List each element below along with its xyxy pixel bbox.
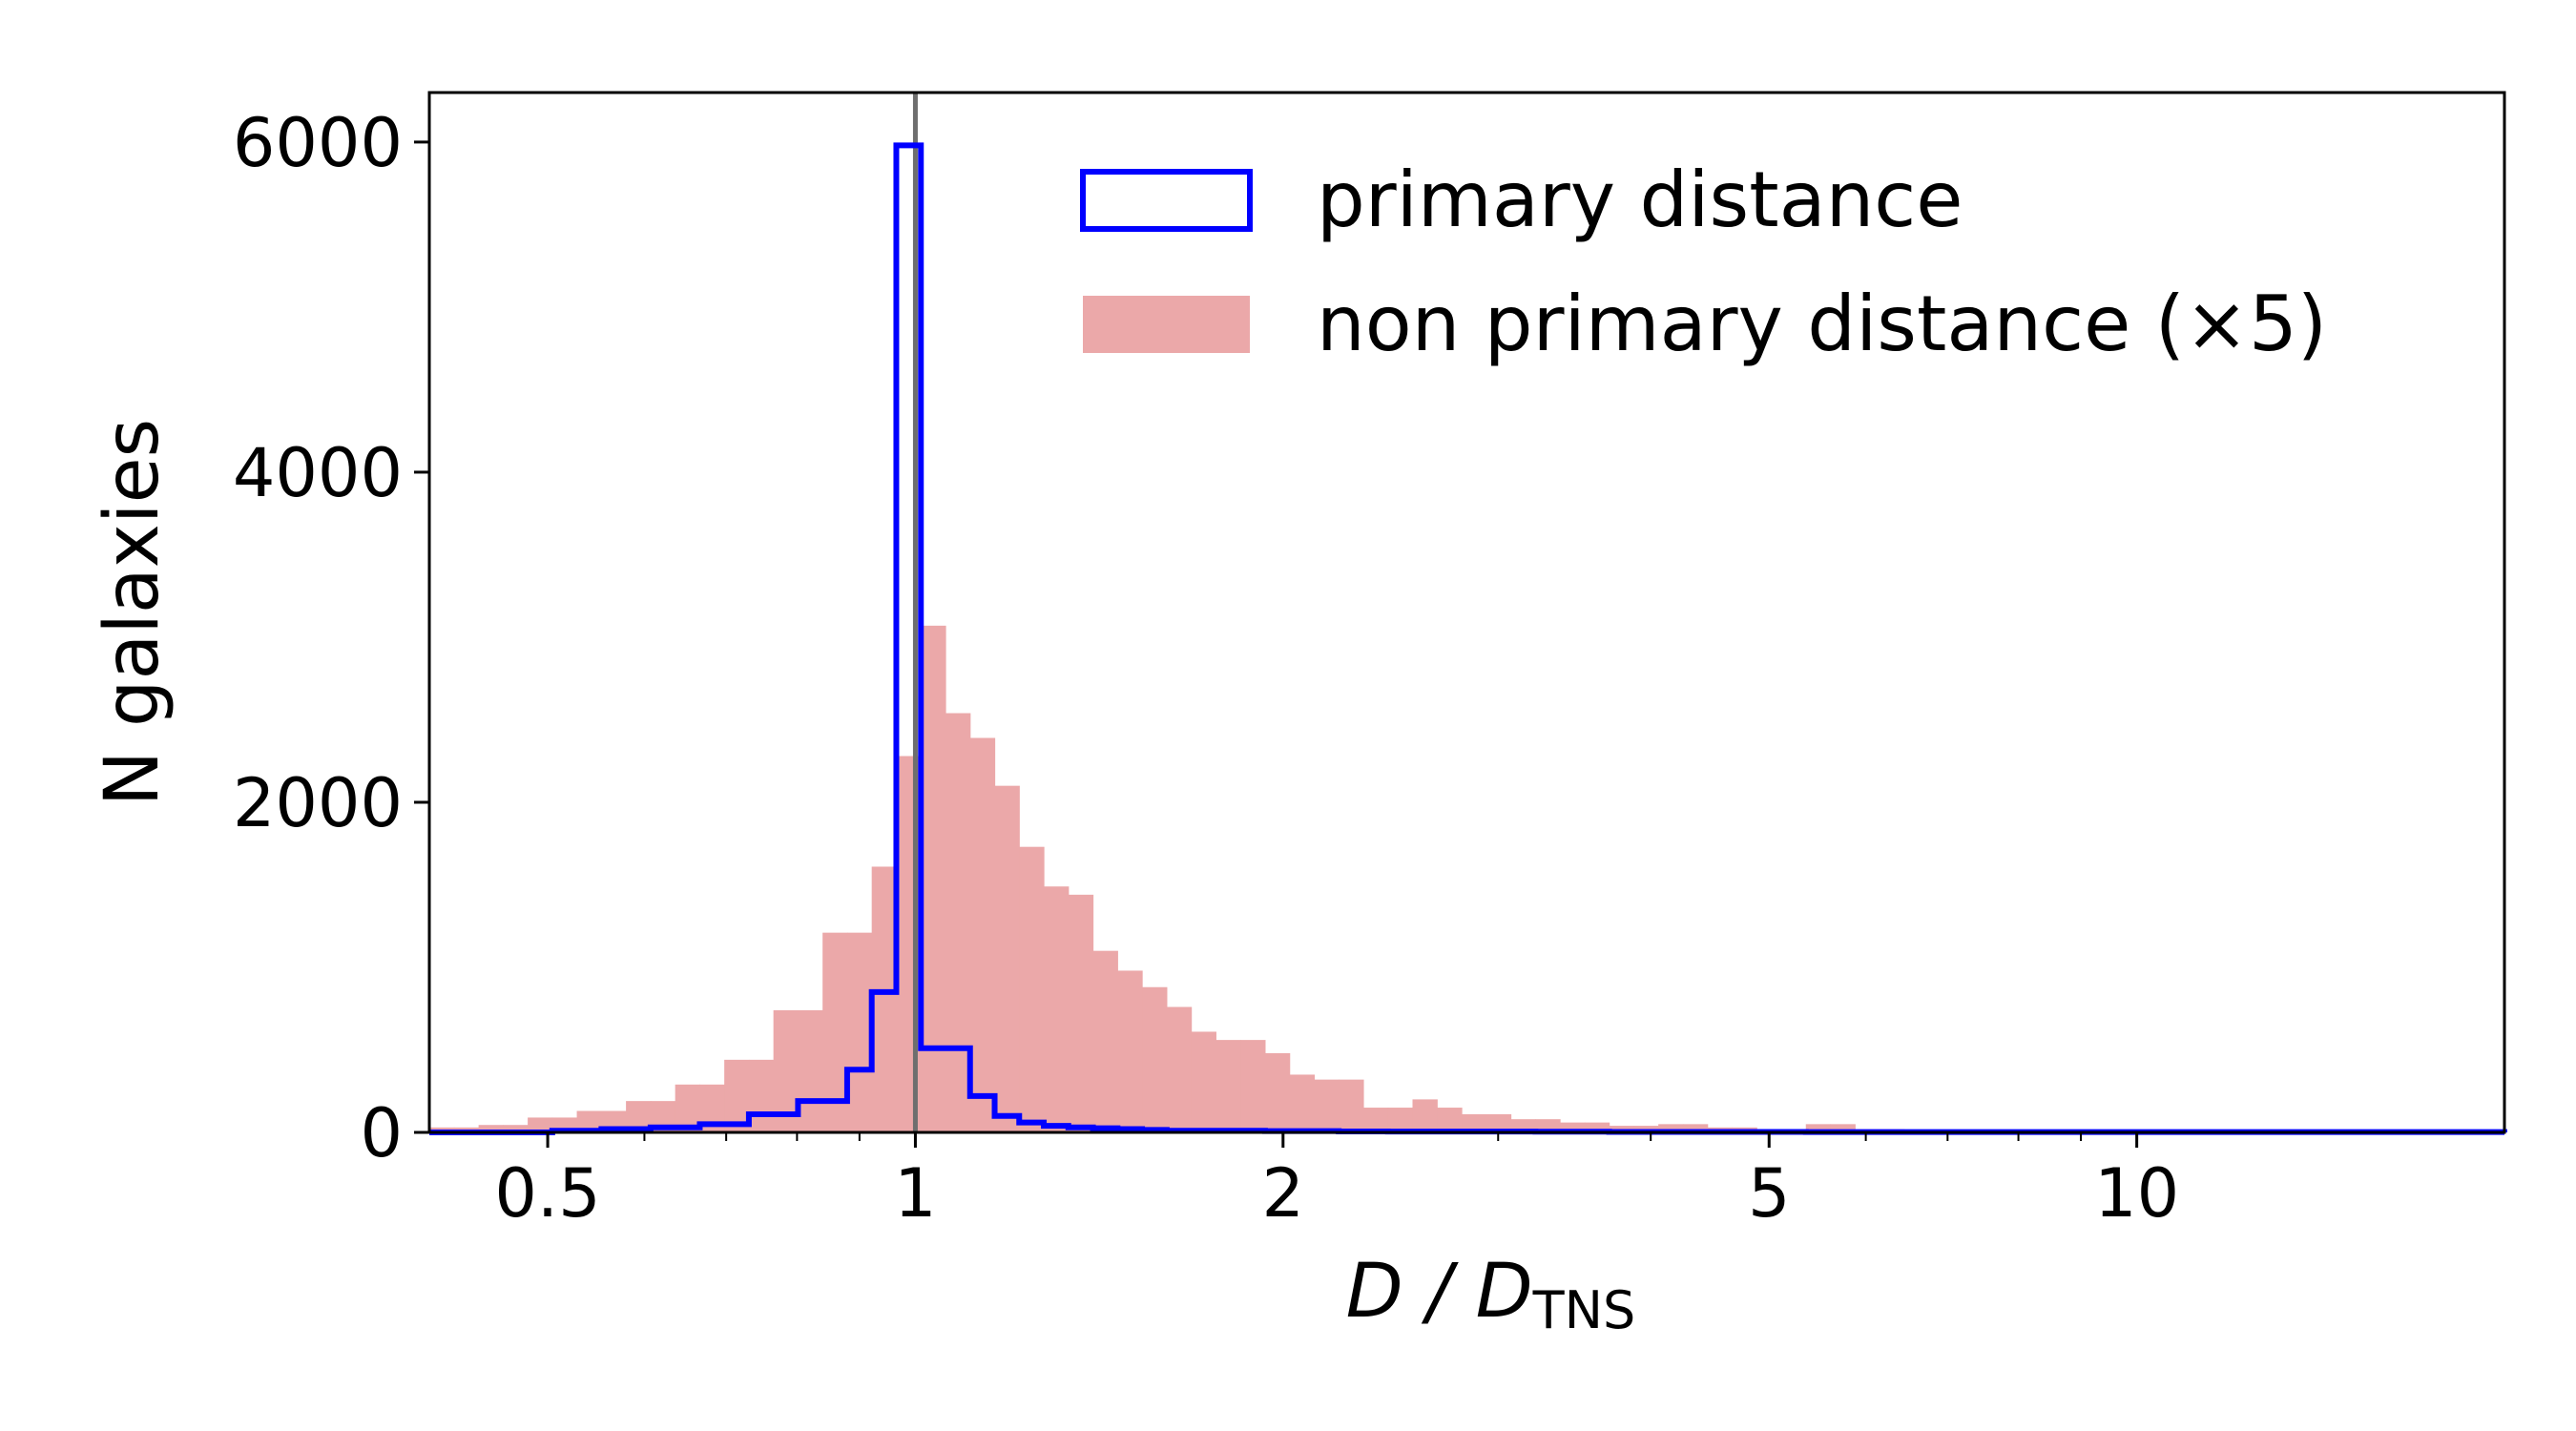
bar [576,1110,602,1132]
bar [1339,1079,1364,1132]
legend: primary distance non primary distance (×… [1080,156,2327,368]
bar [1117,970,1143,1132]
y-tick-label: 4000 [233,434,403,512]
bar [1462,1113,1487,1132]
bar [1805,1124,1832,1132]
bar [1437,1108,1463,1132]
bar [675,1084,701,1132]
non-primary-bars [429,625,2505,1132]
bar [1387,1108,1414,1132]
bar [1068,894,1094,1132]
x-axis-label-main: D / D [1346,1249,1533,1335]
y-axis-label: N galaxies [90,419,176,806]
bar [1362,1108,1389,1132]
bar [1314,1079,1340,1132]
bar [1215,1040,1241,1132]
y-tick-label: 0 [360,1094,403,1172]
bar [1044,886,1070,1132]
bar [1240,1040,1266,1132]
bar [969,737,996,1132]
bar [724,1059,750,1132]
bar [1092,950,1118,1132]
bar [846,932,873,1132]
bar [503,1125,529,1132]
bar [1166,1006,1193,1132]
legend-swatch-non-primary [1083,296,1250,353]
bar [1142,986,1168,1132]
y-tick-label: 6000 [233,104,403,182]
bar [748,1059,775,1132]
x-tick-label: 2 [1262,1154,1305,1233]
plot-frame [427,91,2506,1134]
bar [478,1125,504,1132]
bar [921,625,946,1132]
x-axis-label-subscript: TNS [1532,1280,1636,1340]
bar [528,1117,553,1132]
bar [1485,1113,1512,1132]
bar [1019,846,1045,1132]
legend-label-primary: primary distance [1317,156,1963,244]
bar [1658,1124,1684,1132]
x-axis-ticks: 0.5 1 2 5 10 [494,1132,2179,1233]
bar [871,866,898,1132]
bar [1412,1099,1438,1132]
bar [1560,1122,1586,1132]
bar [1191,1031,1216,1132]
x-tick-label: 0.5 [494,1154,600,1233]
bar [1584,1122,1610,1132]
x-tick-label: 5 [1748,1154,1791,1233]
legend-swatch-primary [1080,169,1253,232]
bar [994,785,1020,1132]
y-axis-ticks: 0 2000 4000 6000 [233,104,429,1172]
bar [1264,1052,1291,1132]
x-tick-label: 10 [2094,1154,2179,1233]
x-tick-label: 1 [894,1154,937,1233]
bar [1830,1124,1856,1132]
bar [1289,1074,1316,1132]
x-axis-label: D / DTNS [1346,1249,1636,1340]
y-tick-label: 2000 [233,764,403,842]
bar [945,713,971,1132]
legend-label-non-primary: non primary distance (×5) [1317,280,2327,368]
bar [1682,1124,1709,1132]
bar [798,1009,823,1132]
